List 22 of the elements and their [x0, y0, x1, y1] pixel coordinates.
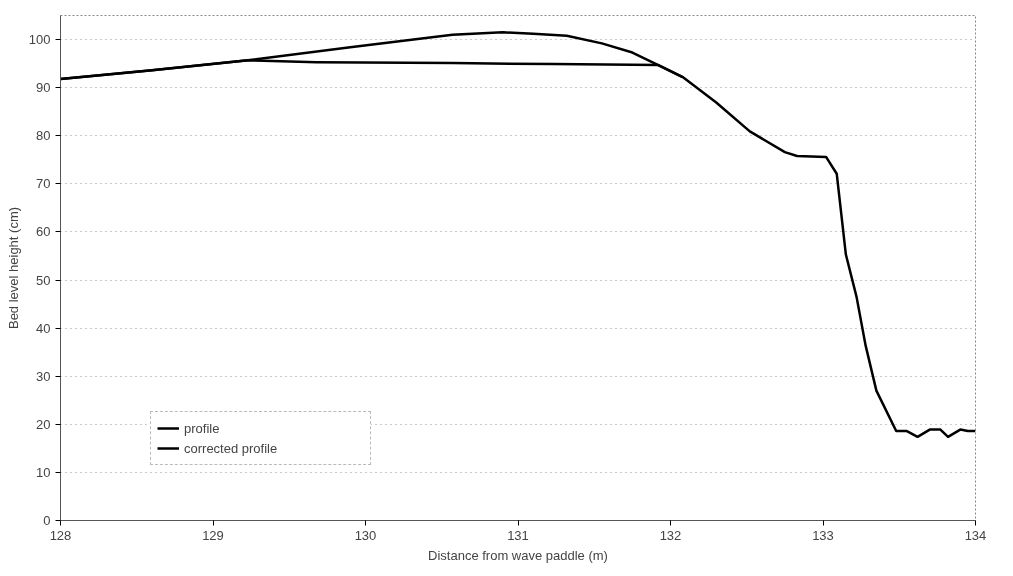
y-tick-label: 60: [36, 224, 51, 240]
x-tick-label: 132: [659, 527, 682, 543]
y-axis-title: Bed level height (cm): [5, 206, 21, 330]
y-tick-label: 50: [36, 272, 51, 288]
x-tick-label: 131: [507, 527, 529, 543]
x-tick-label: 133: [812, 527, 834, 543]
y-tick-label: 100: [28, 32, 51, 48]
x-axis-title: Distance from wave paddle (m): [428, 547, 608, 563]
x-tick-label: 134: [964, 527, 987, 543]
y-tick-label: 20: [36, 416, 51, 432]
x-tick-label: 129: [202, 527, 224, 543]
x-tick-label: 130: [354, 527, 377, 543]
legend-label: profile: [184, 420, 221, 436]
y-tick-label: 90: [36, 80, 51, 96]
y-tick-label: 0: [43, 513, 51, 528]
x-tick-label: 128: [49, 527, 72, 543]
legend-label: corrected profile: [184, 440, 279, 456]
y-tick-label: 80: [36, 128, 51, 144]
y-tick-label: 70: [36, 176, 51, 192]
y-tick-label: 30: [36, 368, 51, 384]
y-tick-label: 10: [36, 464, 51, 480]
y-tick-label: 40: [36, 320, 51, 336]
